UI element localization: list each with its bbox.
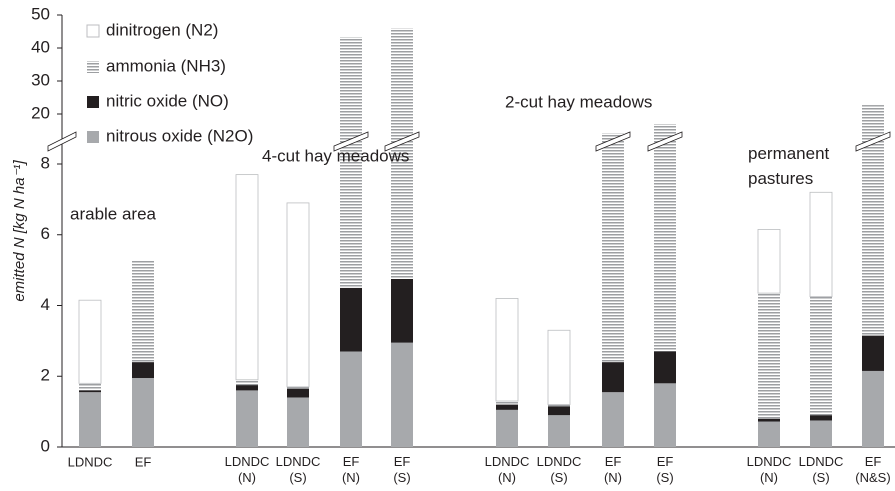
bar-segment	[236, 390, 258, 447]
bar-segment	[548, 406, 570, 416]
legend-label: dinitrogen (N2)	[106, 20, 218, 39]
axis-break	[647, 131, 683, 152]
bar-segment	[340, 37, 362, 288]
bar-segment	[862, 370, 884, 447]
bar-segment	[495, 298, 519, 402]
x-tick-label: LDNDC (S)	[276, 454, 321, 485]
bar-segment	[132, 378, 154, 447]
annotation: 2-cut hay meadows	[505, 92, 652, 111]
axis-break	[47, 131, 77, 152]
axis-break	[855, 131, 891, 152]
legend-swatch	[86, 24, 100, 38]
bar-segment	[391, 342, 413, 447]
bar-segment	[548, 404, 570, 407]
bar-segment	[810, 296, 832, 416]
x-tick-label: LDNDC (N)	[225, 454, 270, 485]
axis-break	[384, 131, 420, 152]
y-tick-label: 20	[31, 103, 50, 122]
bar-segment	[132, 259, 154, 363]
y-tick-label: 50	[31, 4, 50, 23]
annotation: permanent pastures	[748, 144, 830, 188]
bar-segment	[810, 415, 832, 421]
y-tick-label: 2	[41, 366, 50, 385]
x-tick-label: EF	[135, 454, 152, 469]
bar-segment	[810, 420, 832, 447]
bar-segment	[132, 362, 154, 379]
bar-segment	[287, 386, 309, 389]
bar-segment	[548, 415, 570, 447]
bar-segment	[340, 287, 362, 352]
x-tick-label: EF (S)	[393, 454, 410, 485]
bar-segment	[654, 124, 676, 352]
y-tick-label: 40	[31, 37, 50, 56]
bar-segment	[391, 28, 413, 279]
bar-segment	[79, 383, 101, 391]
bar-segment	[757, 229, 781, 294]
annotation: arable area	[70, 204, 157, 223]
x-tick-label: LDNDC (N)	[747, 454, 792, 485]
bar-segment	[236, 385, 258, 391]
x-tick-label: EF (N&S)	[855, 454, 890, 485]
x-tick-label: LDNDC	[68, 454, 113, 469]
annotation: 4-cut hay meadows	[262, 146, 409, 165]
x-tick-label: LDNDC (N)	[485, 454, 530, 485]
legend-label: nitric oxide (NO)	[106, 91, 229, 110]
bar-segment	[496, 401, 518, 405]
y-tick-label: 30	[31, 70, 50, 89]
y-tick-label: 8	[41, 153, 50, 172]
y-tick-label: 4	[41, 295, 50, 314]
legend-label: nitrous oxide (N2O)	[106, 126, 253, 145]
y-tick-label: 6	[41, 224, 50, 243]
bar-segment	[654, 383, 676, 447]
bar-segment	[79, 392, 101, 447]
bar-segment	[862, 335, 884, 371]
axis-break	[595, 131, 631, 152]
legend-swatch	[87, 131, 99, 143]
legend-label: ammonia (NH3)	[106, 56, 226, 75]
bar-segment	[235, 174, 259, 381]
x-tick-label: LDNDC (S)	[537, 454, 582, 485]
x-tick-label: EF (N)	[604, 454, 622, 485]
bar-segment	[758, 293, 780, 419]
bar-segment	[602, 392, 624, 447]
legend-swatch	[87, 96, 99, 108]
x-tick-label: EF (S)	[656, 454, 673, 485]
bar-segment	[287, 388, 309, 398]
bar-segment	[287, 397, 309, 447]
y-tick-label: 0	[41, 436, 50, 455]
bar-segment	[809, 191, 833, 298]
legend-swatch	[87, 61, 99, 73]
bar-segment	[654, 351, 676, 384]
bar-segment	[758, 421, 780, 447]
bar-segment	[79, 390, 101, 393]
bar-segment	[340, 351, 362, 447]
bar-segment	[758, 418, 780, 422]
bar-segment	[286, 202, 310, 388]
bar-segment	[496, 409, 518, 447]
bar-segment	[862, 105, 884, 336]
bar-segment	[602, 133, 624, 363]
axis-break	[333, 131, 369, 152]
bar-segment	[78, 299, 102, 384]
bar-segment	[496, 404, 518, 410]
bar-segment	[391, 278, 413, 343]
y-axis-label: emitted N [kg N ha⁻¹]	[11, 160, 28, 302]
x-tick-label: EF (N)	[342, 454, 360, 485]
bar-segment	[602, 362, 624, 393]
x-tick-label: LDNDC (S)	[799, 454, 844, 485]
bar-segment	[547, 329, 571, 405]
bar-segment	[236, 379, 258, 386]
